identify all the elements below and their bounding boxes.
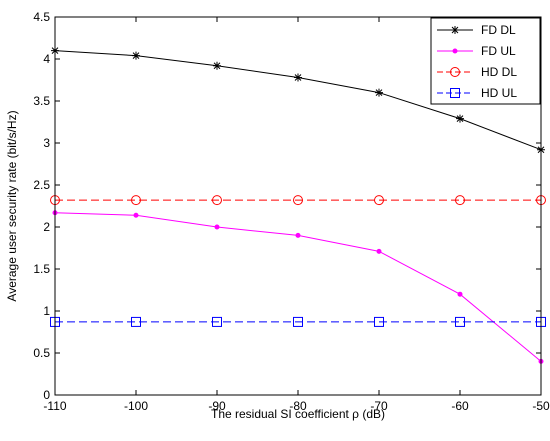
legend-label: HD UL — [481, 86, 517, 100]
x-axis-ticks: -110 -100 -90 -80 -70 -60 -50 — [43, 17, 550, 413]
y-tick-label: 1.5 — [33, 262, 50, 276]
x-tick-label: -90 — [208, 399, 226, 413]
data-point-dot — [452, 48, 458, 54]
data-point-dot — [457, 291, 463, 297]
series-fd-ul — [52, 210, 544, 364]
y-tick-label: 3 — [43, 136, 50, 150]
x-axis-label: The residual SI coefficient ρ (dB) — [211, 407, 385, 421]
data-point-circle — [212, 195, 222, 206]
data-point-circle — [293, 195, 303, 206]
legend-label: HD DL — [481, 65, 517, 79]
y-tick-label: 4 — [43, 52, 50, 66]
y-tick-label: 0 — [43, 388, 50, 402]
data-point-square — [212, 316, 222, 327]
y-axis-ticks: 0 0.5 1 1.5 2 2.5 3 3.5 4 4.5 — [33, 10, 541, 402]
x-tick-label: -100 — [124, 399, 148, 413]
legend: FD DL FD UL HD DL HD UL — [430, 17, 541, 105]
data-point-dot — [295, 232, 301, 238]
data-point-square — [374, 316, 384, 327]
y-tick-label: 2 — [43, 220, 50, 234]
y-tick-label: 3.5 — [33, 94, 50, 108]
series-hd-dl — [50, 195, 546, 206]
data-point-dot — [133, 212, 139, 218]
x-tick-label: -110 — [43, 399, 66, 413]
legend-label: FD UL — [481, 44, 516, 58]
y-tick-label: 0.5 — [33, 346, 50, 360]
data-point-star — [451, 26, 459, 34]
data-point-square — [450, 88, 460, 98]
data-point-star — [213, 61, 221, 70]
data-point-circle — [455, 195, 465, 206]
legend-item: HD UL — [437, 86, 517, 100]
data-point-circle — [450, 67, 460, 77]
x-tick-label: -70 — [370, 399, 388, 413]
x-tick-label: -80 — [289, 399, 307, 413]
y-tick-label: 2.5 — [33, 178, 50, 192]
y-tick-label: 1 — [43, 304, 50, 318]
data-point-dot — [214, 224, 220, 230]
x-tick-label: -60 — [451, 399, 469, 413]
data-point-square — [131, 316, 141, 327]
data-point-star — [375, 88, 383, 97]
data-point-circle — [131, 195, 141, 206]
series-layer — [50, 46, 546, 364]
data-point-square — [455, 316, 465, 327]
legend-item: FD DL — [437, 23, 516, 37]
data-point-circle — [374, 195, 384, 206]
data-point-square — [293, 316, 303, 327]
legend-item: FD UL — [437, 44, 516, 58]
legend-item: HD DL — [437, 65, 517, 79]
series-hd-ul — [50, 316, 546, 327]
legend-box — [430, 17, 541, 105]
data-point-dot — [376, 248, 382, 254]
x-tick-label: -50 — [532, 399, 550, 413]
y-tick-label: 4.5 — [33, 10, 50, 24]
data-point-star — [294, 73, 302, 82]
y-axis-label: Average user security rate (bit/s/Hz) — [5, 110, 19, 301]
data-point-star — [132, 51, 140, 60]
data-point-star — [456, 114, 464, 123]
legend-label: FD DL — [481, 23, 516, 37]
